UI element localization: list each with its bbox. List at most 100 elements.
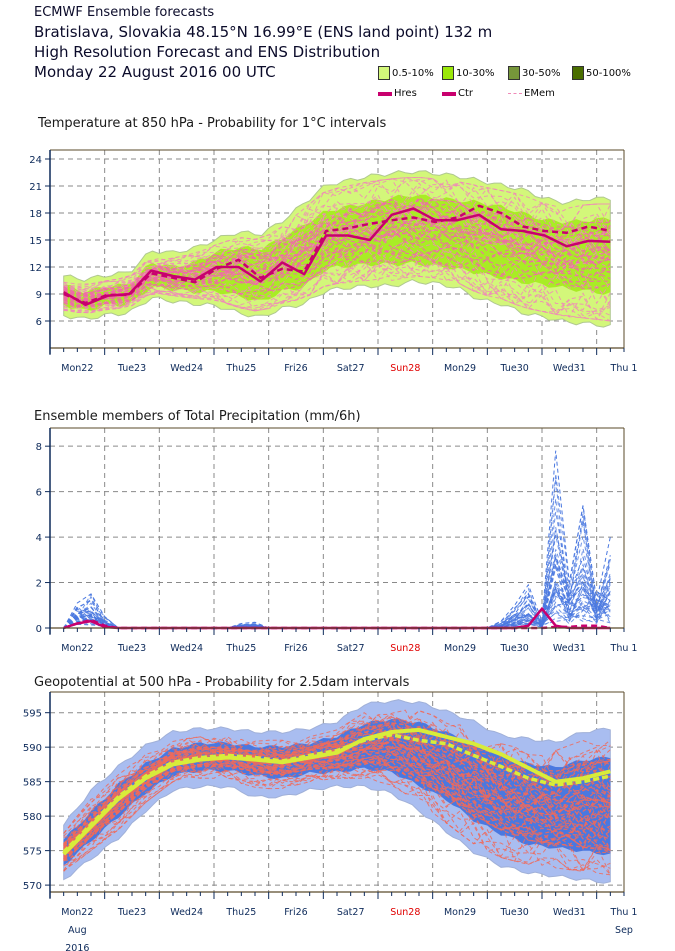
- product-title: ECMWF Ensemble forecasts: [34, 5, 215, 20]
- ensemble-member-line: [63, 182, 611, 294]
- ensemble-member-line: [63, 752, 611, 858]
- ensemble-member-line: [63, 262, 611, 317]
- x-day-label: Tue23: [117, 363, 146, 374]
- forecast-type: High Resolution Forecast and ENS Distrib…: [34, 43, 381, 61]
- x-day-label: Mon22: [61, 643, 93, 654]
- chart-axes-2: Mon22 Tue23 Wed24 Thu25 Fri26 Sat27 Sun28 Mon29…: [49, 691, 637, 951]
- ensemble-member-line: [63, 199, 611, 300]
- legend-label: 0.5-10%: [392, 67, 434, 79]
- ensemble-member-line: [63, 565, 611, 629]
- ensemble-member-line: [63, 513, 611, 629]
- ensemble-member-line: [63, 534, 611, 629]
- legend-label: Hres: [394, 88, 417, 99]
- chart-title-t850: Temperature at 850 hPa - Probability for…: [38, 116, 387, 131]
- x-day-label: Tue30: [500, 363, 529, 374]
- legend-item-50-100: 50-100%: [572, 66, 631, 80]
- ensemble-member-line: [63, 177, 611, 285]
- x-day-label: Sun28: [390, 907, 420, 918]
- ensemble-member-line: [63, 713, 611, 834]
- x-day-label: Fri26: [284, 643, 307, 654]
- chart-title-precip: Ensemble members of Total Precipitation …: [34, 409, 361, 424]
- x-day-label: Thu 1: [610, 643, 638, 654]
- ensemble-member-line: [63, 723, 611, 846]
- x-day-label: Wed24: [170, 363, 203, 374]
- hres-forecast-line: [62, 727, 611, 856]
- ensemble-member-line: [63, 239, 611, 307]
- ensemble-member-line: [63, 755, 611, 860]
- legend-item-ctr: Ctr: [442, 88, 473, 99]
- hres-forecast-line: [63, 207, 611, 307]
- legend-label: EMem: [524, 88, 555, 99]
- ensemble-member-line: [63, 511, 611, 629]
- x-day-label: Tue23: [117, 907, 146, 918]
- base-time: Monday 22 August 2016 00 UTC: [34, 63, 276, 81]
- x-day-label: Mon29: [444, 907, 476, 918]
- y-tick-label: 570: [23, 881, 42, 892]
- x-day-label: Wed24: [170, 643, 203, 654]
- x-day-label: Mon22: [61, 907, 93, 918]
- ensemble-member-line: [63, 767, 611, 876]
- x-day-label: Sat27: [337, 363, 365, 374]
- ensemble-member-line: [63, 246, 611, 308]
- ensemble-member-line: [63, 710, 611, 834]
- x-day-label: Sat27: [337, 907, 365, 918]
- y-tick-label: 6: [36, 317, 42, 328]
- x-month-end-label: Sep: [615, 925, 633, 936]
- legend-swatch: [508, 66, 520, 80]
- ensemble-member-line: [63, 747, 611, 853]
- x-day-label: Thu25: [225, 643, 256, 654]
- y-tick-label: 575: [23, 847, 42, 858]
- x-day-label: Thu25: [225, 907, 256, 918]
- ensemble-member-line: [63, 222, 611, 303]
- x-day-label: Tue30: [500, 907, 529, 918]
- y-tick-label: 2: [36, 579, 42, 590]
- legend-item-emem: EMem: [508, 88, 555, 99]
- ensemble-member-line: [63, 722, 611, 845]
- y-tick-label: 8: [36, 442, 42, 453]
- y-tick-label: 4: [36, 533, 42, 544]
- ensemble-member-line: [63, 241, 611, 309]
- chart-frame-1: 0 2 4 6 8: [36, 428, 624, 635]
- header: ECMWF Ensemble forecasts Bratislava, Slo…: [34, 4, 492, 82]
- x-day-label: Tue30: [500, 643, 529, 654]
- ensemble-member-line: [63, 736, 611, 850]
- chart-title-z500: Geopotential at 500 hPa - Probability fo…: [34, 675, 410, 690]
- legend: 0.5-10% 10-30% 30-50% 50-100% Hres Ctr E…: [378, 66, 668, 106]
- x-month-label: Aug: [68, 925, 87, 936]
- legend-swatch: [378, 66, 390, 80]
- ensemble-member-line: [63, 176, 611, 288]
- ensemble-member-line: [63, 758, 611, 862]
- legend-label: 10-30%: [456, 67, 495, 79]
- legend-item-hres: Hres: [378, 88, 417, 99]
- x-day-label: Sat27: [337, 643, 365, 654]
- legend-item-0-5-10: 0.5-10%: [378, 66, 434, 80]
- ensemble-member-line: [63, 768, 611, 871]
- x-day-label: Sun28: [390, 363, 420, 374]
- x-day-label: Wed24: [170, 907, 203, 918]
- control-forecast-line: [63, 204, 611, 305]
- legend-label: Ctr: [458, 88, 474, 99]
- ensemble-member-line: [63, 221, 611, 302]
- hres-line-swatch: [378, 91, 392, 96]
- ensemble-member-line: [63, 230, 611, 301]
- y-tick-label: 6: [36, 488, 42, 499]
- y-tick-label: 0: [36, 624, 42, 635]
- x-day-label: Wed31: [553, 643, 586, 654]
- chart-axes-1: Mon22 Tue23 Wed24 Thu25 Fri26 Sat27 Sun28 Mon29…: [49, 427, 638, 654]
- x-day-label: Wed31: [553, 363, 586, 374]
- legend-swatch: [442, 66, 454, 80]
- ensemble-member-line: [63, 240, 611, 306]
- y-tick-label: 21: [29, 182, 42, 193]
- x-day-label: Sun28: [390, 643, 420, 654]
- ensemble-member-line: [63, 557, 611, 629]
- ensemble-member-line: [63, 220, 611, 302]
- x-year-label: 2016: [65, 943, 89, 951]
- y-tick-label: 9: [36, 290, 42, 301]
- ensemble-member-line: [63, 728, 611, 847]
- ensemble-member-line: [63, 207, 611, 300]
- ensemble-member-line: [63, 249, 611, 308]
- x-day-label: Fri26: [284, 363, 307, 374]
- y-tick-label: 15: [29, 236, 42, 247]
- x-day-label: Mon22: [61, 363, 93, 374]
